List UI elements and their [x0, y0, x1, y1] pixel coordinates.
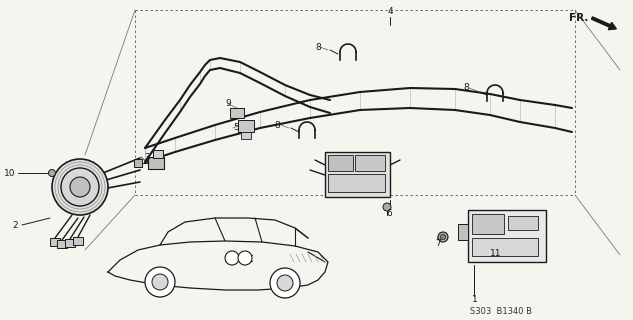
Bar — [134, 159, 142, 167]
Circle shape — [438, 232, 448, 242]
Text: 3: 3 — [144, 153, 150, 162]
Bar — [458, 224, 468, 240]
Bar — [328, 174, 385, 192]
Circle shape — [61, 168, 99, 206]
Circle shape — [383, 203, 391, 211]
Circle shape — [52, 159, 108, 215]
FancyArrow shape — [591, 17, 617, 30]
Circle shape — [49, 170, 56, 177]
Text: 7: 7 — [435, 239, 441, 249]
Bar — [328, 155, 353, 171]
Bar — [508, 216, 538, 230]
Bar — [73, 237, 83, 245]
Circle shape — [441, 235, 446, 239]
Text: 6: 6 — [386, 209, 392, 218]
Text: 2: 2 — [12, 220, 18, 229]
Text: S303  B1340 B: S303 B1340 B — [470, 307, 532, 316]
Bar — [65, 239, 75, 247]
Text: 8: 8 — [315, 43, 321, 52]
Bar — [148, 157, 164, 169]
Text: 8: 8 — [463, 84, 469, 92]
Text: 5: 5 — [233, 124, 239, 132]
Text: 4: 4 — [388, 7, 394, 17]
Bar — [355, 155, 385, 171]
Circle shape — [145, 267, 175, 297]
Bar — [468, 210, 546, 262]
Bar — [325, 152, 390, 197]
Bar — [241, 132, 251, 139]
Circle shape — [277, 275, 293, 291]
Circle shape — [70, 177, 90, 197]
Bar — [153, 150, 163, 158]
Text: 11: 11 — [490, 249, 501, 258]
Text: 8: 8 — [274, 121, 280, 130]
Bar — [238, 120, 254, 132]
Text: 1: 1 — [472, 295, 478, 305]
Bar — [50, 238, 60, 246]
Text: 9: 9 — [225, 100, 231, 108]
Bar — [472, 238, 538, 256]
Bar — [230, 108, 244, 118]
Circle shape — [270, 268, 300, 298]
Circle shape — [238, 251, 252, 265]
Text: 10: 10 — [4, 169, 15, 178]
Text: FR.: FR. — [569, 13, 589, 23]
Circle shape — [152, 274, 168, 290]
Bar — [472, 214, 504, 234]
Bar — [57, 240, 67, 248]
Circle shape — [225, 251, 239, 265]
